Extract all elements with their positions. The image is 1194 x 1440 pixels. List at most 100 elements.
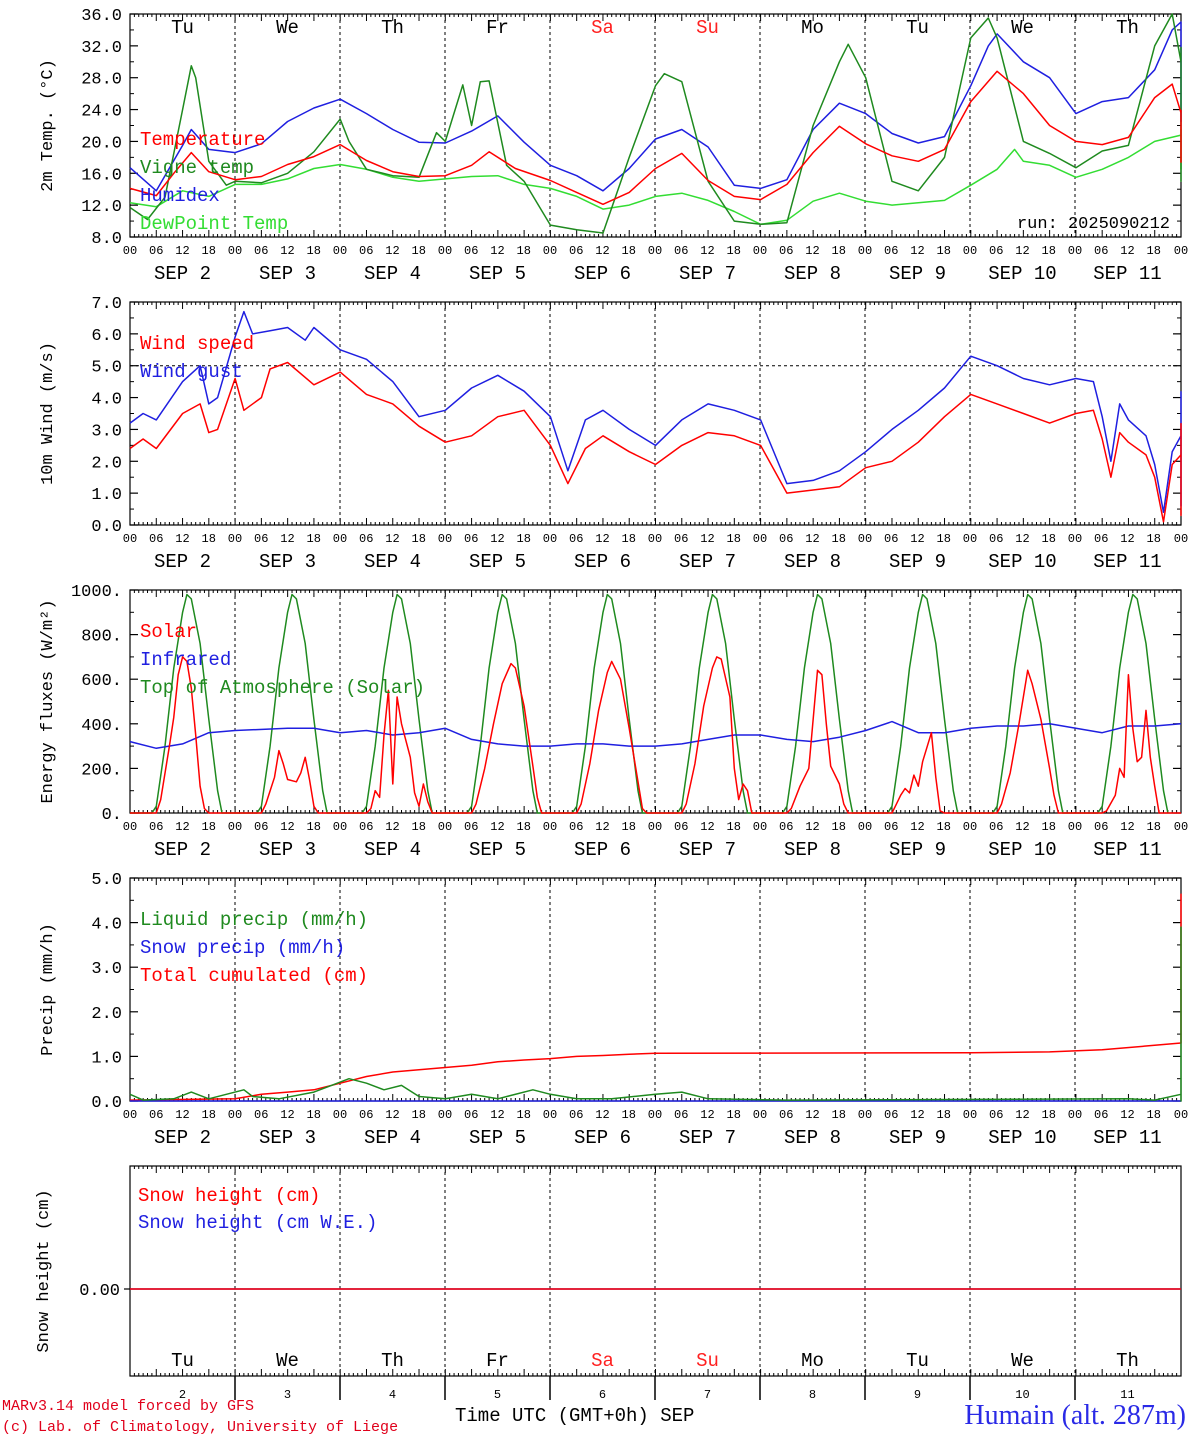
hour-tick-label: 06 [569,532,583,546]
hour-tick-label: 06 [254,532,268,546]
series-line-solar [130,656,1181,814]
hour-tick-label: 06 [254,820,268,834]
y-tick-label: 16.0 [81,166,122,185]
legend-label: Infrared [140,649,231,671]
hour-tick-label: 18 [202,1108,216,1122]
panel-frame-0 [129,13,1182,238]
hour-tick-label: 00 [1174,820,1188,834]
hour-tick-label: 06 [569,244,583,258]
y-tick-label: 0. [102,806,122,825]
y-tick-label: 1.0 [91,486,122,505]
y-tick-label: 8.0 [91,230,122,249]
hour-tick-label: 00 [123,244,137,258]
y-axis-title-snow: Snow height (cm) [35,1189,54,1352]
hour-tick-label: 12 [1120,820,1134,834]
series-line-infrared [129,720,1182,750]
hour-tick-label: 06 [569,820,583,834]
hour-tick-label: 00 [123,532,137,546]
y-tick-label: 5.0 [91,359,122,378]
credit-lab: (c) Lab. of Climatology, University of L… [2,1419,399,1436]
y-tick-label: 200. [81,761,122,780]
hour-tick-label: 06 [359,1108,373,1122]
y-tick-label: 28.0 [81,71,122,90]
hour-tick-label: 06 [989,532,1003,546]
hour-tick-label: 00 [753,1108,767,1122]
date-label: SEP 9 [889,839,946,861]
hour-tick-label: 06 [149,820,163,834]
hour-tick-label: 00 [1068,244,1082,258]
hour-tick-label: 06 [779,244,793,258]
hour-tick-label: 12 [490,820,504,834]
hour-tick-label: 12 [595,244,609,258]
hour-tick-label: 00 [333,532,347,546]
hour-tick-label: 00 [963,820,977,834]
date-label: SEP 5 [469,1127,526,1149]
hour-tick-label: 12 [1015,820,1029,834]
date-label: SEP 11 [1093,263,1161,285]
hour-tick-label: 00 [858,532,872,546]
hour-tick-label: 00 [1068,1108,1082,1122]
day-number: 8 [809,1388,816,1400]
hour-tick-label: 06 [359,820,373,834]
hour-tick-label: 18 [412,1108,426,1122]
date-label: SEP 6 [574,839,631,861]
date-label: SEP 7 [679,1127,736,1149]
hour-tick-label: 18 [1042,1108,1056,1122]
hour-tick-label: 00 [438,1108,452,1122]
day-name: Sa [591,1350,614,1372]
hour-tick-label: 18 [727,244,741,258]
legend-label: Vigne temp [140,157,254,179]
day-name: Sa [591,17,614,39]
hour-tick-label: 12 [385,532,399,546]
day-number: 9 [914,1388,921,1400]
series-line-top-of-atmosphere-solar [130,593,1169,814]
legend-label: Wind speed [140,333,254,355]
hour-tick-label: 06 [359,244,373,258]
date-label: SEP 11 [1093,839,1161,861]
hour-tick-label: 00 [1068,820,1082,834]
hour-tick-label: 18 [832,820,846,834]
legend-label: DewPoint Temp [140,213,288,235]
y-tick-label: 6.0 [91,327,122,346]
date-label: SEP 9 [889,551,946,573]
hour-tick-label: 06 [359,532,373,546]
hour-tick-label: 18 [517,244,531,258]
y-tick-label: 5.0 [91,871,122,890]
hour-tick-label: 12 [1015,244,1029,258]
hour-tick-label: 06 [884,244,898,258]
legend-label: Total cumulated (cm) [140,965,368,987]
hour-tick-label: 06 [149,1108,163,1122]
hour-tick-label: 00 [543,820,557,834]
y-axis-title-precip: Precip (mm/h) [39,923,58,1056]
y-tick-label: 20.0 [81,134,122,153]
hour-tick-label: 18 [1042,244,1056,258]
day-name: Mo [801,1350,824,1372]
day-number: 3 [284,1388,291,1400]
hour-tick-label: 18 [1042,532,1056,546]
legend-label: Temperature [140,129,265,151]
hour-tick-label: 00 [963,244,977,258]
hour-tick-label: 18 [1147,244,1161,258]
hour-tick-label: 18 [622,244,636,258]
y-tick-label: 4.0 [91,916,122,935]
hour-tick-label: 06 [674,532,688,546]
date-label: SEP 3 [259,1127,316,1149]
hour-tick-label: 12 [490,244,504,258]
hour-tick-label: 12 [805,244,819,258]
day-number: 11 [1120,1388,1134,1400]
hour-tick-label: 18 [727,820,741,834]
day-number: 10 [1015,1388,1029,1400]
hour-tick-label: 00 [228,532,242,546]
series-line-vigne-temp [129,13,1182,234]
day-name: Tu [906,1350,929,1372]
series-line-liquid-precip-mm-h [129,926,1182,1102]
hour-tick-label: 12 [385,1108,399,1122]
hour-tick-label: 18 [307,1108,321,1122]
date-label: SEP 8 [784,263,841,285]
hour-tick-label: 12 [385,244,399,258]
hour-tick-label: 18 [412,820,426,834]
hour-tick-label: 18 [202,532,216,546]
hour-tick-label: 06 [464,820,478,834]
day-name: Th [381,17,404,39]
legend-label: Snow precip (mm/h) [140,937,345,959]
